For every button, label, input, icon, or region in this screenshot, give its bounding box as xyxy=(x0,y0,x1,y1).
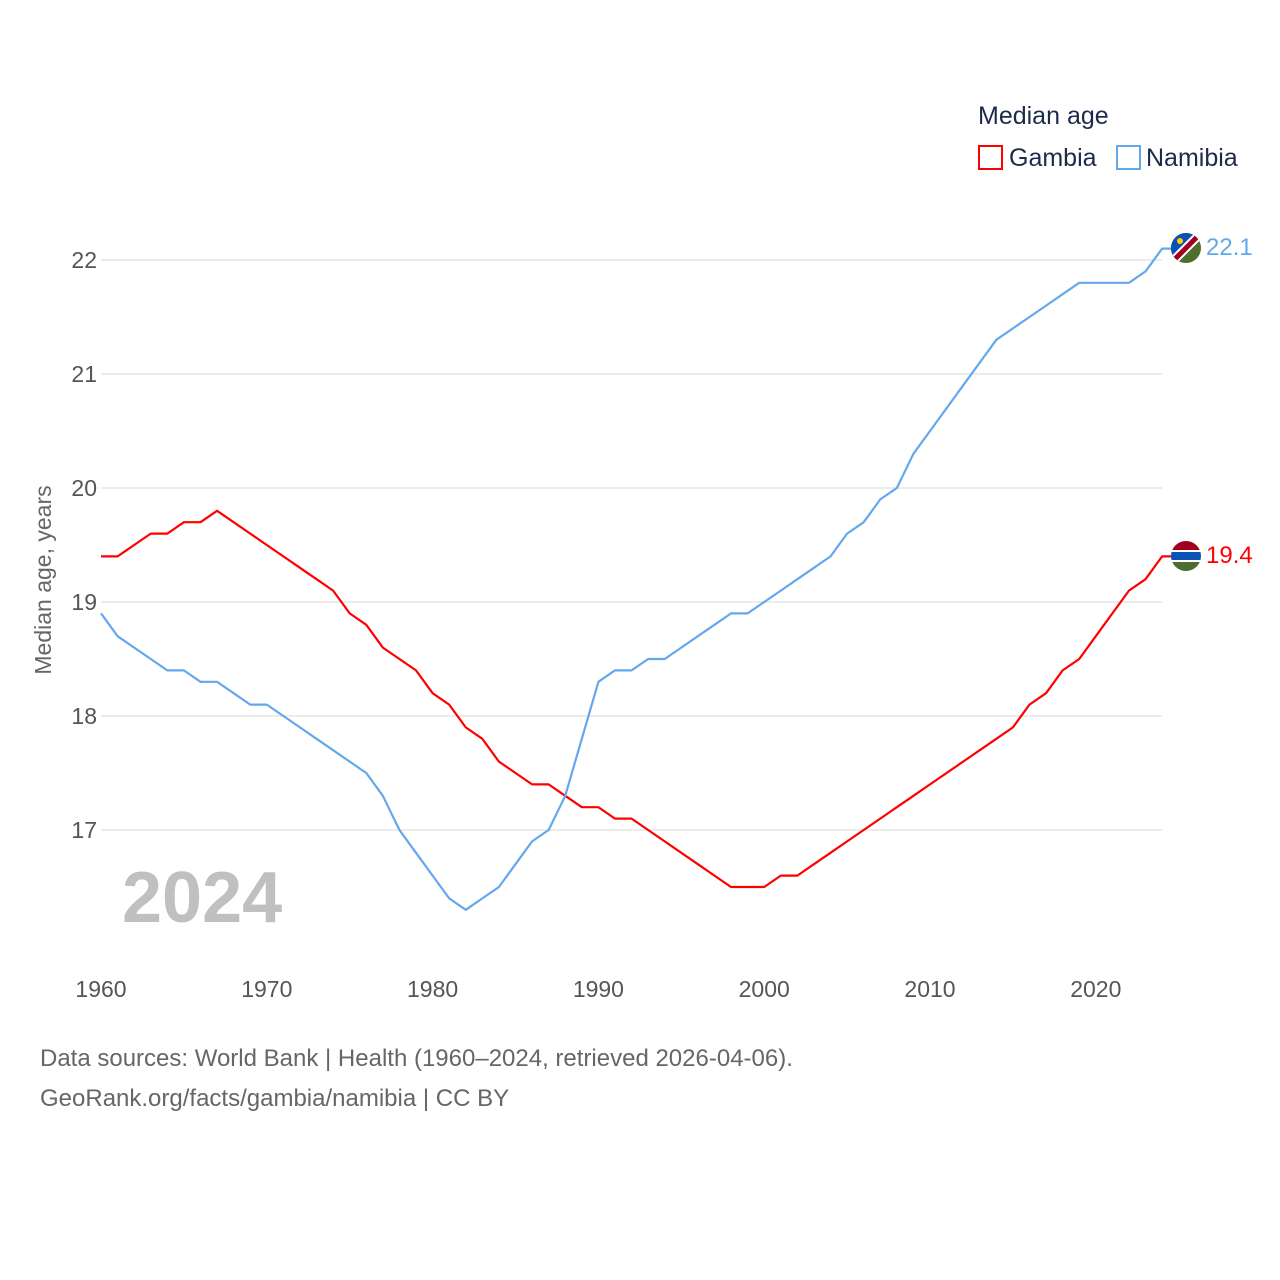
namibia-end-label: 22.1 xyxy=(1206,234,1253,261)
y-tick-label: 21 xyxy=(71,361,97,387)
y-tick-label: 17 xyxy=(71,817,97,843)
legend-label-gambia[interactable]: Gambia xyxy=(1009,144,1097,172)
legend[interactable]: Median age Gambia Namibia xyxy=(978,102,1238,172)
y-tick-label: 20 xyxy=(71,475,97,501)
y-tick-label: 22 xyxy=(71,247,97,273)
x-tick-label: 2000 xyxy=(739,976,790,1002)
x-tick-label: 1970 xyxy=(241,976,292,1002)
legend-label-namibia[interactable]: Namibia xyxy=(1146,144,1238,172)
x-axis-ticks: 1960 1970 1980 1990 2000 2010 2020 xyxy=(75,976,1121,1002)
series-line-gambia xyxy=(101,509,1173,889)
x-tick-label: 1980 xyxy=(407,976,458,1002)
legend-swatch-gambia[interactable] xyxy=(978,145,1003,170)
series-lines xyxy=(100,247,1173,911)
gambia-flag-icon xyxy=(1171,541,1201,571)
series-line-namibia xyxy=(100,247,1173,911)
y-tick-label: 19 xyxy=(71,589,97,615)
y-axis-label: Median age, years xyxy=(30,485,56,674)
x-tick-label: 2020 xyxy=(1070,976,1121,1002)
y-axis-ticks: 17 18 19 20 21 22 xyxy=(71,247,97,843)
namibia-flag-icon xyxy=(1171,233,1201,263)
y-tick-label: 18 xyxy=(71,703,97,729)
x-tick-label: 1990 xyxy=(573,976,624,1002)
data-sources-note: Data sources: World Bank | Health (1960–… xyxy=(40,1045,793,1072)
gambia-end-label: 19.4 xyxy=(1206,542,1253,569)
year-watermark: 2024 xyxy=(122,858,282,938)
credit-link[interactable]: GeoRank.org/facts/gambia/namibia | CC BY xyxy=(40,1085,510,1112)
legend-swatch-namibia[interactable] xyxy=(1116,145,1141,170)
x-tick-label: 2010 xyxy=(904,976,955,1002)
x-tick-label: 1960 xyxy=(75,976,126,1002)
gridlines xyxy=(101,259,1162,831)
legend-title: Median age xyxy=(978,102,1109,130)
